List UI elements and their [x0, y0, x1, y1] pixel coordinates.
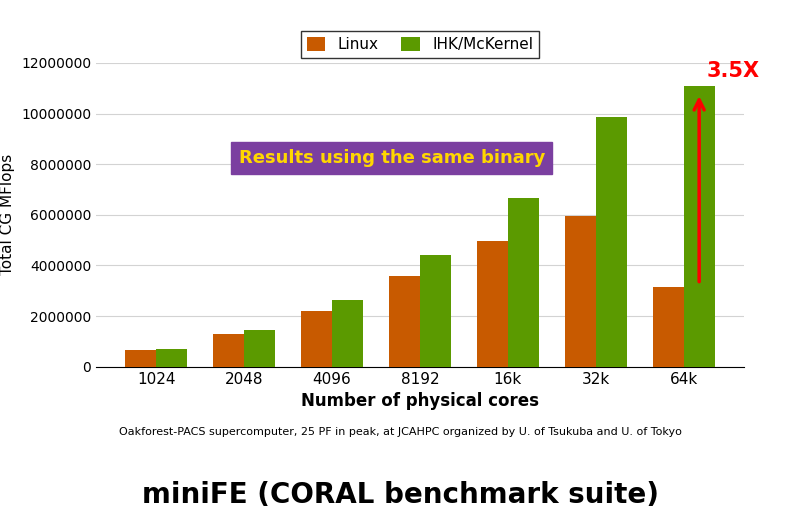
Text: Results using the same binary: Results using the same binary	[238, 149, 545, 167]
Bar	[390, 276, 420, 367]
X-axis label: Number of physical cores: Number of physical cores	[301, 392, 539, 410]
Bar	[244, 330, 275, 367]
Bar	[508, 198, 538, 367]
Bar	[420, 255, 450, 367]
Bar	[684, 85, 714, 367]
Bar	[214, 334, 244, 367]
Y-axis label: Total CG MFlops: Total CG MFlops	[1, 154, 15, 276]
Text: Oakforest-PACS supercomputer, 25 PF in peak, at JCAHPC organized by U. of Tsukub: Oakforest-PACS supercomputer, 25 PF in p…	[118, 427, 682, 438]
Bar	[126, 351, 156, 367]
Bar	[332, 300, 363, 367]
Bar	[565, 216, 596, 367]
Bar	[596, 117, 626, 367]
Legend: Linux, IHK/McKernel: Linux, IHK/McKernel	[301, 31, 539, 58]
Text: miniFE (CORAL benchmark suite): miniFE (CORAL benchmark suite)	[142, 481, 658, 509]
Bar	[653, 287, 684, 367]
Bar	[477, 242, 508, 367]
Bar	[302, 311, 332, 367]
Bar	[156, 348, 187, 367]
Text: 3.5X: 3.5X	[706, 61, 759, 81]
